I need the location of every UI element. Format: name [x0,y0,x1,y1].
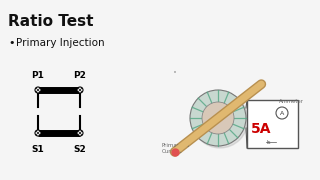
Text: S1: S1 [32,145,44,154]
Text: •: • [173,70,177,76]
Text: P2: P2 [74,71,86,80]
Text: A: A [280,111,284,116]
Text: Ratio Test: Ratio Test [8,14,93,29]
Circle shape [35,130,41,136]
Text: Primary
Current: Primary Current [161,143,183,154]
Circle shape [190,90,246,146]
Text: Ammeter: Ammeter [278,99,303,104]
Circle shape [35,87,41,93]
Bar [247,100,298,148]
Text: Primary Injection: Primary Injection [16,38,105,48]
Circle shape [77,87,83,93]
Circle shape [276,107,288,119]
Text: P1: P1 [32,71,44,80]
Circle shape [77,130,83,136]
Text: •: • [8,38,14,48]
Text: Is: Is [266,140,271,145]
Text: 5A: 5A [251,122,271,136]
Text: Ia: Ia [185,143,190,148]
Circle shape [202,102,234,134]
Text: S2: S2 [74,145,86,154]
Ellipse shape [192,92,248,148]
